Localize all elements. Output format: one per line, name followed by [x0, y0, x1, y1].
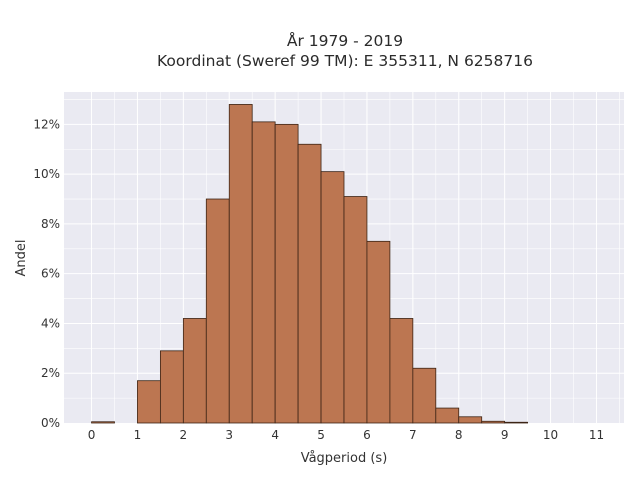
x-tick-label: 1 — [134, 428, 142, 442]
x-tick-label: 6 — [363, 428, 371, 442]
x-tick-label: 3 — [225, 428, 233, 442]
histogram-bar — [504, 421, 529, 424]
histogram-bar — [435, 407, 460, 424]
y-tick-label: 6% — [41, 267, 60, 281]
histogram-bars — [91, 104, 529, 424]
y-tick-label: 10% — [33, 167, 60, 181]
y-tick-label: 8% — [41, 217, 60, 231]
x-tick-label: 0 — [88, 428, 96, 442]
y-tick-label: 0% — [41, 416, 60, 430]
histogram-bar — [159, 350, 184, 424]
histogram-bar — [274, 123, 299, 424]
y-tick-label: 4% — [41, 316, 60, 330]
y-tick-label: 2% — [41, 366, 60, 380]
x-tick-label: 10 — [543, 428, 558, 442]
x-tick-label: 4 — [271, 428, 279, 442]
x-tick-label: 5 — [317, 428, 325, 442]
x-tick-label: 7 — [409, 428, 417, 442]
histogram-bar — [297, 143, 322, 424]
chart-subtitle: Koordinat (Sweref 99 TM): E 355311, N 62… — [157, 52, 533, 70]
histogram-bar — [481, 420, 506, 424]
x-tick-label: 8 — [455, 428, 463, 442]
histogram-bar — [366, 240, 391, 424]
histogram-bar — [343, 196, 368, 424]
histogram-bar — [412, 367, 437, 424]
histogram-bar — [137, 380, 161, 424]
histogram-bar — [182, 318, 207, 424]
histogram-bar — [91, 421, 115, 424]
x-tick-label: 2 — [180, 428, 188, 442]
y-tick-label: 12% — [33, 117, 60, 131]
histogram-bar — [251, 121, 276, 424]
histogram-bar — [205, 198, 230, 424]
x-axis-label: Vågperiod (s) — [301, 451, 388, 466]
histogram-bar — [389, 318, 414, 424]
y-axis-label: Andel — [14, 240, 29, 277]
histogram-bar — [320, 171, 345, 424]
x-tick-label: 11 — [589, 428, 604, 442]
chart-title: År 1979 - 2019 — [287, 31, 403, 50]
x-tick-label: 9 — [501, 428, 509, 442]
y-axis-ticks: 0% 2% 4% 6% 8% 10% 12% — [33, 117, 60, 430]
histogram-bar — [458, 416, 483, 424]
histogram-bar — [228, 104, 253, 424]
x-axis-ticks: 0 1 2 3 4 5 6 7 8 9 10 11 — [88, 428, 604, 442]
